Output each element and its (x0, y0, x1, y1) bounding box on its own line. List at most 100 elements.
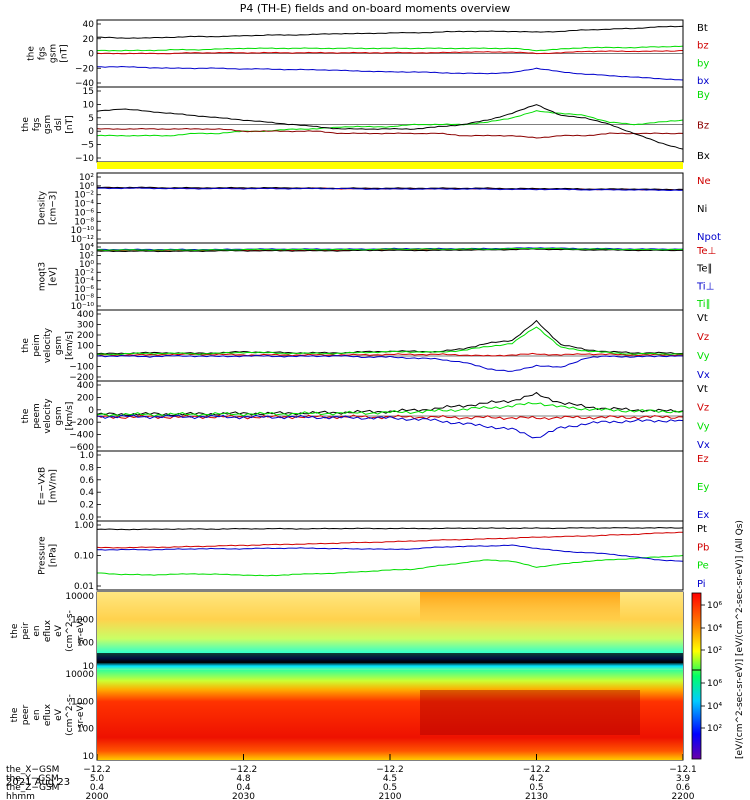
colorbar-tick-label: 10² (707, 646, 722, 656)
time-row-value: 0.5 (383, 783, 397, 793)
series-line-by (96, 45, 684, 52)
time-row-value: 5.0 (90, 774, 105, 784)
electron-spectrogram-hot-region (420, 690, 640, 735)
ytick-label: 10⁻¹⁰ (71, 302, 95, 312)
ytick-label: 0 (88, 352, 94, 362)
legend-label: Bt (697, 23, 708, 34)
ion-spectrogram (97, 592, 683, 670)
ytick-label: 200 (77, 393, 94, 403)
legend-label: bz (697, 41, 709, 52)
ytick-label: −400 (69, 431, 94, 441)
ylabel-line: velocity (43, 327, 53, 363)
ytick-label: 0.01 (74, 582, 94, 592)
series-line-Pt (96, 526, 684, 531)
ytick-label: −200 (69, 418, 94, 428)
series-line-Vt (96, 319, 684, 355)
quality-flag-bar (97, 162, 683, 169)
legend-label: Ti∥ (696, 299, 711, 310)
ytick-label: 10 (83, 662, 95, 672)
ylabel-line: fgs (32, 117, 42, 131)
panel-frame (96, 172, 684, 244)
ylabel-line: sr-eV) (76, 618, 86, 644)
ylabel-line: peer (21, 704, 31, 725)
series-line-Npot (96, 187, 684, 192)
ytick-label: 100 (77, 725, 94, 735)
ytick-label: 20 (83, 35, 95, 45)
series-line-Te∥ (96, 248, 684, 253)
ytick-label: 10⁻⁶ (74, 208, 94, 218)
ylabel-line: eV (54, 708, 64, 721)
series-line-Bz (96, 127, 684, 139)
time-row-value: −12.2 (376, 765, 404, 775)
time-row-value: 0.4 (90, 783, 105, 793)
series-line-Vy (96, 401, 684, 417)
legend-label: by (697, 58, 709, 69)
ylabel-line: fgs (38, 46, 48, 60)
time-row-value: 4.2 (529, 774, 543, 784)
series-line-Pb (96, 531, 683, 549)
ytick-label: 0.4 (80, 488, 95, 498)
time-row-value: 2200 (672, 792, 695, 800)
ytick-label: 300 (77, 321, 94, 331)
ytick-label: 0 (88, 50, 94, 60)
colorbar-ticks: 10⁶ 10⁴ 10² 10⁶ 10⁴ 10² (701, 601, 722, 734)
series-line-Bx (96, 104, 684, 150)
ytick-label: 0.0 (80, 513, 95, 523)
ytick-label: −40 (75, 79, 94, 89)
colorbar-scale (691, 592, 702, 760)
ytick-label: 0.6 (80, 476, 95, 486)
ytick-label: 0.2 (80, 501, 94, 511)
ytick-label: 10⁴ (79, 243, 94, 253)
ytick-label: 10⁻⁸ (74, 217, 94, 227)
ytick-label: −100 (69, 363, 94, 373)
ytick-label: 5 (88, 114, 94, 124)
panel-efield: 1.0 0.8 0.6 0.4 0.2 0.0 E=−VxB [mV/m] Ez Ey Ex (38, 450, 709, 523)
series-line-Pi (96, 544, 684, 562)
ytick-label: 10⁻⁶ (74, 285, 94, 295)
time-row-label: the_Z−GSM (6, 783, 59, 793)
time-row-value: 4.8 (236, 774, 251, 784)
colorbar-tick-label: 10⁴ (707, 702, 722, 712)
ytick-label: 1.00 (74, 521, 94, 531)
legend-label: Ez (697, 454, 709, 465)
ytick-label: −5 (81, 141, 94, 151)
ylabel-line: the (10, 623, 20, 638)
ytick-label: −200 (69, 373, 94, 383)
legend-label: Ni (697, 204, 707, 215)
ytick-label: 10000 (65, 670, 94, 680)
ylabel-line: the (27, 46, 37, 61)
ion-spectrogram-noise-band (97, 653, 683, 663)
legend-label: Ex (697, 510, 709, 521)
ylabel-line: moqt3 (38, 262, 48, 291)
time-row-value: −12.2 (83, 765, 111, 775)
legend-label: Pt (697, 524, 707, 535)
legend-label: Pe (697, 561, 709, 572)
plot-date: 2021 Aug 23 (6, 777, 70, 788)
ylabel-line: peim (32, 334, 42, 357)
ytick-label: 10⁻⁴ (74, 277, 94, 287)
series-line-bz (96, 50, 684, 55)
ytick-label: 40 (83, 20, 95, 30)
ylabel-line: peem (32, 403, 42, 429)
ylabel-line: gsm (54, 336, 64, 355)
ylabel-line: the (21, 338, 31, 353)
ytick-label: 1.0 (80, 451, 95, 461)
electron-spectrogram (97, 670, 683, 760)
legend-label: Pb (697, 542, 709, 553)
ylabel-line: en (32, 625, 42, 636)
time-row-value: 4.5 (383, 774, 397, 784)
colorbar-tick-label: 10⁴ (707, 624, 722, 634)
time-row-value: 0.6 (676, 783, 691, 793)
ylabel-line: eflux (43, 703, 53, 726)
legend-label: Vz (697, 332, 709, 343)
ytick-label: 0.10 (74, 552, 94, 562)
ytick-label: 10⁻⁴ (74, 200, 94, 210)
legend-label: Vx (697, 370, 710, 381)
legend-label: Vt (697, 384, 708, 395)
legend-label: Bz (697, 121, 709, 132)
legend-label: Vz (697, 403, 709, 414)
ytick-label: 1000 (71, 697, 94, 707)
